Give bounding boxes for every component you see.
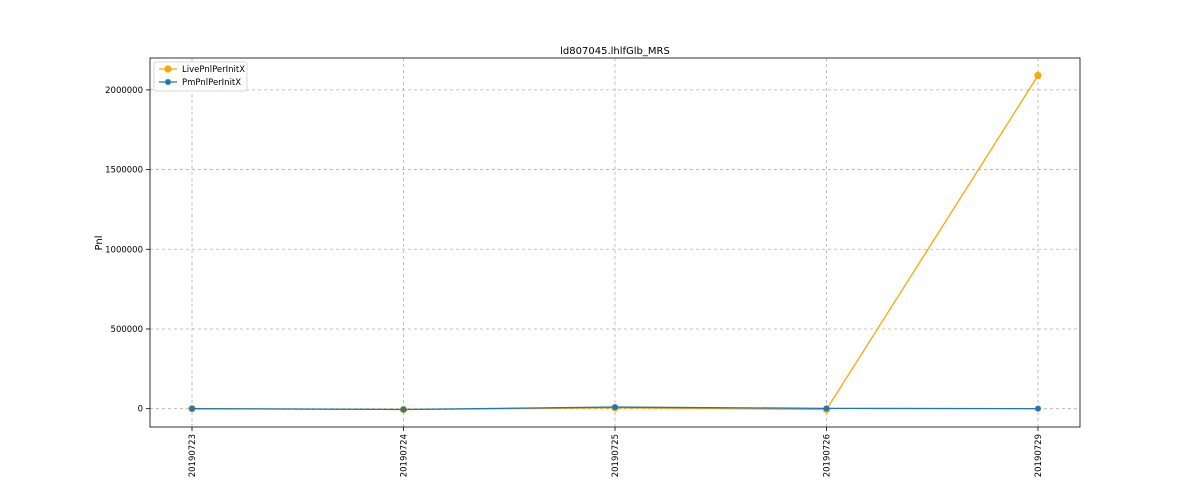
x-tick-label: 20190726 — [823, 434, 833, 477]
data-point — [612, 404, 618, 411]
legend-marker — [164, 65, 172, 73]
legend-item: LivePnlPerInitX — [159, 65, 245, 75]
x-tick-label: 20190723 — [188, 434, 198, 477]
legend-marker — [165, 79, 171, 85]
y-axis: 0 500000 1000000 1500000 2000000 — [105, 86, 150, 415]
y-axis-title: Pnl — [94, 236, 105, 251]
data-point — [400, 406, 407, 413]
legend-label: PmPnlPerInitX — [182, 78, 241, 88]
legend: LivePnlPerInitX PmPnlPerInitX — [153, 61, 248, 92]
y-tick-label: 1500000 — [105, 166, 143, 176]
y-tick-label: 0 — [138, 405, 143, 415]
legend-item: PmPnlPerInitX — [159, 78, 241, 88]
chart-title: ld807045.lhlfGlb_MRS — [560, 46, 670, 57]
data-point — [1035, 405, 1041, 412]
series-layer — [188, 71, 1042, 414]
legend-frame — [153, 61, 248, 92]
y-tick-label: 1000000 — [105, 245, 143, 255]
x-tick-label: 20190725 — [611, 434, 621, 477]
legend-label: LivePnlPerInitX — [182, 65, 245, 75]
y-tick-label: 2000000 — [105, 86, 143, 96]
grid — [150, 58, 1080, 427]
data-point — [1034, 71, 1042, 80]
series-LivePnlPerInitX — [188, 71, 1042, 414]
y-tick-label: 500000 — [111, 325, 143, 335]
x-axis: 20190723 20190724 20190725 20190726 20190729 — [188, 427, 1044, 477]
series-PmPnlPerInitX — [189, 404, 1041, 413]
x-tick-label: 20190724 — [400, 434, 410, 477]
data-point — [189, 405, 195, 412]
data-point — [823, 405, 830, 412]
x-tick-label: 20190729 — [1034, 434, 1044, 477]
